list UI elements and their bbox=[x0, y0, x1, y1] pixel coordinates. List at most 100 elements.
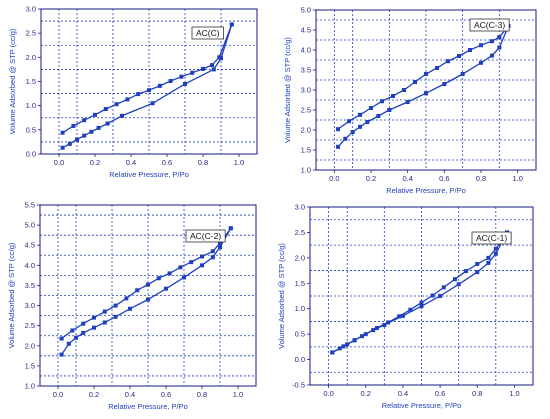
data-point bbox=[89, 129, 94, 134]
legend-label: AC(C) bbox=[196, 28, 220, 38]
data-point bbox=[460, 72, 465, 76]
y-tick-label: 4.0 bbox=[301, 46, 311, 55]
legend-frame bbox=[185, 229, 226, 243]
chart-panel-3: 0.0 0.2 0.4 0.6 0.8 1.0 1.0 1.5 2.0 2.5 3.0 3.5 4.0 4… bbox=[7, 201, 257, 411]
data-point bbox=[352, 338, 357, 343]
y-tick-label: 4.0 bbox=[25, 261, 35, 270]
data-point bbox=[125, 97, 130, 102]
data-point bbox=[147, 88, 151, 93]
legend-label: AC(C-3) bbox=[474, 20, 505, 30]
data-point bbox=[490, 53, 494, 58]
data-point bbox=[74, 335, 78, 340]
data-point bbox=[336, 144, 340, 149]
data-point bbox=[341, 344, 346, 349]
data-point bbox=[146, 282, 150, 287]
data-point bbox=[435, 66, 439, 70]
x-axis-title: Relative Pressure, P/Po bbox=[109, 170, 189, 179]
y-tick-label: 5.0 bbox=[301, 6, 311, 15]
data-point bbox=[408, 307, 413, 312]
data-point bbox=[413, 80, 417, 84]
data-point bbox=[391, 94, 395, 98]
data-point bbox=[376, 114, 381, 118]
y-tick-label: 2.0 bbox=[25, 341, 35, 350]
data-point bbox=[60, 130, 65, 135]
x-tick-label: 0.0 bbox=[323, 389, 333, 398]
x-tick-label: 0.2 bbox=[361, 389, 371, 398]
series-line-2 bbox=[331, 232, 508, 354]
y-tick-label: 5.0 bbox=[25, 221, 35, 230]
y-tick-label: 1.0 bbox=[295, 304, 305, 313]
data-point bbox=[150, 101, 155, 106]
y-axis-title: Volume Adsorbed @ STP (cc/g) bbox=[277, 243, 286, 349]
legend-label: AC(C-1) bbox=[476, 233, 507, 243]
data-point bbox=[146, 297, 150, 302]
chart-panel-4: 0.0 0.2 0.4 0.6 0.8 1.0 -0.5 0.0 0.5 1.0 1.5 2.0 2.5… bbox=[277, 203, 534, 410]
data-point bbox=[128, 306, 132, 311]
y-tick-label: 2.5 bbox=[25, 321, 35, 330]
y-tick-label: 1.5 bbox=[25, 361, 35, 370]
data-point bbox=[168, 79, 173, 84]
y-tick-label: 1.5 bbox=[26, 77, 36, 86]
y-tick-label: 4.5 bbox=[25, 241, 35, 250]
data-point bbox=[347, 119, 351, 124]
data-point bbox=[497, 45, 502, 50]
data-point bbox=[452, 277, 457, 282]
x-tick-label: 1.0 bbox=[509, 389, 519, 398]
legend-label: AC(C-2) bbox=[190, 231, 221, 241]
data-point bbox=[400, 313, 405, 318]
data-point bbox=[419, 304, 424, 309]
y-tick-label: 3.0 bbox=[25, 301, 35, 310]
data-point bbox=[475, 270, 480, 275]
chart-panel-2: 0.0 0.2 0.4 0.6 0.8 1.0 1.0 1.5 2.0 2.5 3.0 3.5 4.0 4… bbox=[283, 6, 537, 195]
data-point bbox=[218, 245, 222, 250]
data-point bbox=[210, 63, 214, 68]
data-point bbox=[60, 145, 65, 150]
data-point bbox=[405, 100, 410, 104]
data-point bbox=[363, 332, 368, 337]
data-point bbox=[430, 293, 435, 298]
series-line-1 bbox=[62, 24, 233, 149]
data-point bbox=[96, 125, 101, 130]
data-point bbox=[365, 120, 370, 124]
x-tick-label: 0.6 bbox=[162, 158, 172, 167]
legend-box: AC(C-3) bbox=[469, 18, 510, 32]
data-point bbox=[358, 112, 362, 117]
data-point bbox=[210, 255, 215, 260]
y-tick-label: 3.5 bbox=[25, 281, 35, 290]
y-tick-label: 4.5 bbox=[301, 26, 311, 35]
data-point bbox=[120, 113, 124, 118]
data-point bbox=[380, 99, 384, 104]
data-point bbox=[164, 286, 168, 291]
data-point bbox=[102, 320, 107, 325]
x-tick-label: 1.0 bbox=[512, 174, 522, 183]
data-point bbox=[350, 130, 355, 134]
data-point bbox=[424, 72, 428, 76]
y-tick-label: 2.0 bbox=[295, 253, 305, 262]
data-point bbox=[397, 314, 402, 319]
y-tick-label: 5.5 bbox=[25, 201, 35, 210]
x-tick-label: 0.8 bbox=[197, 390, 207, 399]
legend-box: AC(C) bbox=[191, 26, 225, 40]
series-line-1 bbox=[331, 232, 508, 354]
data-point bbox=[493, 246, 498, 251]
y-tick-label: 3.0 bbox=[301, 86, 311, 95]
data-point bbox=[486, 255, 491, 260]
data-point bbox=[167, 271, 172, 276]
data-point bbox=[446, 59, 450, 64]
x-tick-label: 0.4 bbox=[402, 174, 412, 183]
data-point bbox=[200, 263, 204, 268]
legend-box: AC(C-1) bbox=[471, 231, 512, 245]
data-point bbox=[369, 106, 373, 110]
x-tick-label: 0.0 bbox=[54, 158, 64, 167]
legend-frame bbox=[471, 231, 512, 245]
data-point bbox=[419, 300, 424, 305]
data-point bbox=[70, 328, 75, 333]
data-point bbox=[113, 303, 118, 308]
data-point bbox=[201, 66, 205, 71]
data-point bbox=[217, 55, 222, 60]
data-point bbox=[179, 74, 184, 79]
data-point bbox=[67, 141, 72, 146]
data-point bbox=[374, 326, 379, 331]
data-point bbox=[178, 265, 183, 270]
